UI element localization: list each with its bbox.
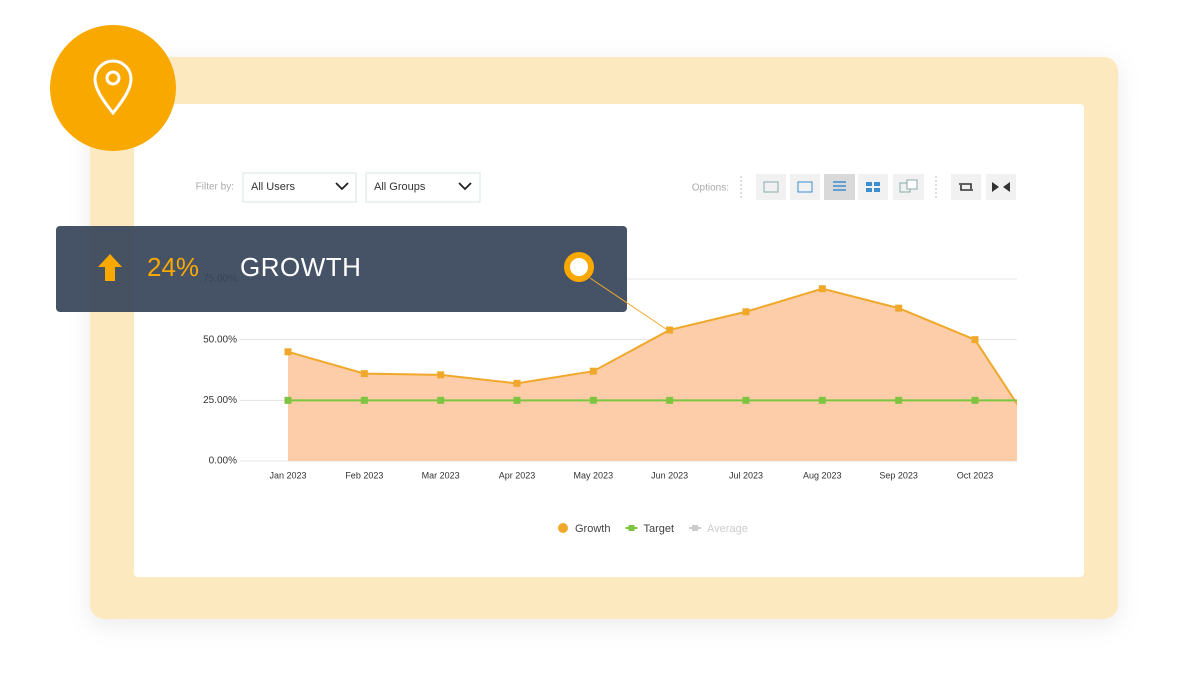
point (437, 371, 445, 379)
point (666, 326, 674, 334)
area (288, 288, 1017, 461)
point (437, 396, 445, 404)
point (971, 396, 979, 404)
x-tick-label: Apr 2023 (499, 470, 536, 480)
legend-label: Target (643, 523, 674, 535)
point (971, 336, 979, 344)
legend-label: Average (707, 523, 748, 535)
x-tick-label: Jul 2023 (729, 470, 763, 480)
legend-swatch (692, 525, 699, 531)
point (284, 396, 292, 404)
option-button[interactable] (951, 174, 981, 200)
options-label: Options: (692, 183, 729, 194)
option-button[interactable] (756, 174, 786, 200)
point (513, 379, 521, 387)
callout-ring (564, 252, 594, 282)
y-tick-label: 25.00% (203, 395, 237, 406)
x-tick-label: Jan 2023 (269, 470, 306, 480)
point (895, 304, 903, 312)
x-tick-label: Sep 2023 (879, 470, 918, 480)
connector (589, 277, 670, 332)
point (589, 396, 597, 404)
filter-label: Filter by: (196, 182, 234, 193)
point (895, 396, 903, 404)
option-button[interactable] (986, 174, 1016, 200)
option-button[interactable] (824, 174, 855, 200)
point (818, 285, 826, 293)
option-button[interactable] (790, 174, 820, 200)
x-tick-label: Feb 2023 (345, 470, 383, 480)
legend-swatch (558, 523, 568, 533)
y-tick-label: 0.00% (209, 456, 237, 467)
groups-dropdown[interactable]: All Groups (365, 172, 481, 203)
point (742, 396, 750, 404)
badge (50, 25, 176, 151)
dropdown-text: All Groups (374, 181, 426, 193)
point (742, 308, 750, 316)
callout: 24% GROWTH (56, 226, 670, 332)
x-tick-label: Oct 2023 (957, 470, 994, 480)
y-tick-label: 50.00% (203, 334, 237, 345)
callout-value: 24% (147, 252, 199, 282)
point (818, 396, 826, 404)
pin-icon (93, 59, 133, 116)
callout-text: GROWTH (240, 252, 361, 282)
point (513, 396, 521, 404)
dropdown-text: All Users (251, 181, 296, 193)
x-tick-label: May 2023 (574, 470, 614, 480)
point (589, 367, 597, 375)
legend-swatch (628, 525, 635, 531)
option-button[interactable] (858, 174, 888, 200)
callout-box (56, 226, 627, 312)
pin-dot (105, 70, 121, 86)
x-tick-label: Aug 2023 (803, 470, 842, 480)
x-tick-label: Mar 2023 (422, 470, 460, 480)
x-tick-label: Jun 2023 (651, 470, 688, 480)
up-arrow (98, 254, 122, 281)
option-buttons (756, 174, 1016, 200)
users-dropdown[interactable]: All Users (242, 172, 357, 203)
point (360, 396, 368, 404)
point (284, 348, 292, 356)
legend-label: Growth (575, 523, 610, 535)
point (666, 396, 674, 404)
point (360, 370, 368, 378)
plot-area (284, 285, 1017, 461)
